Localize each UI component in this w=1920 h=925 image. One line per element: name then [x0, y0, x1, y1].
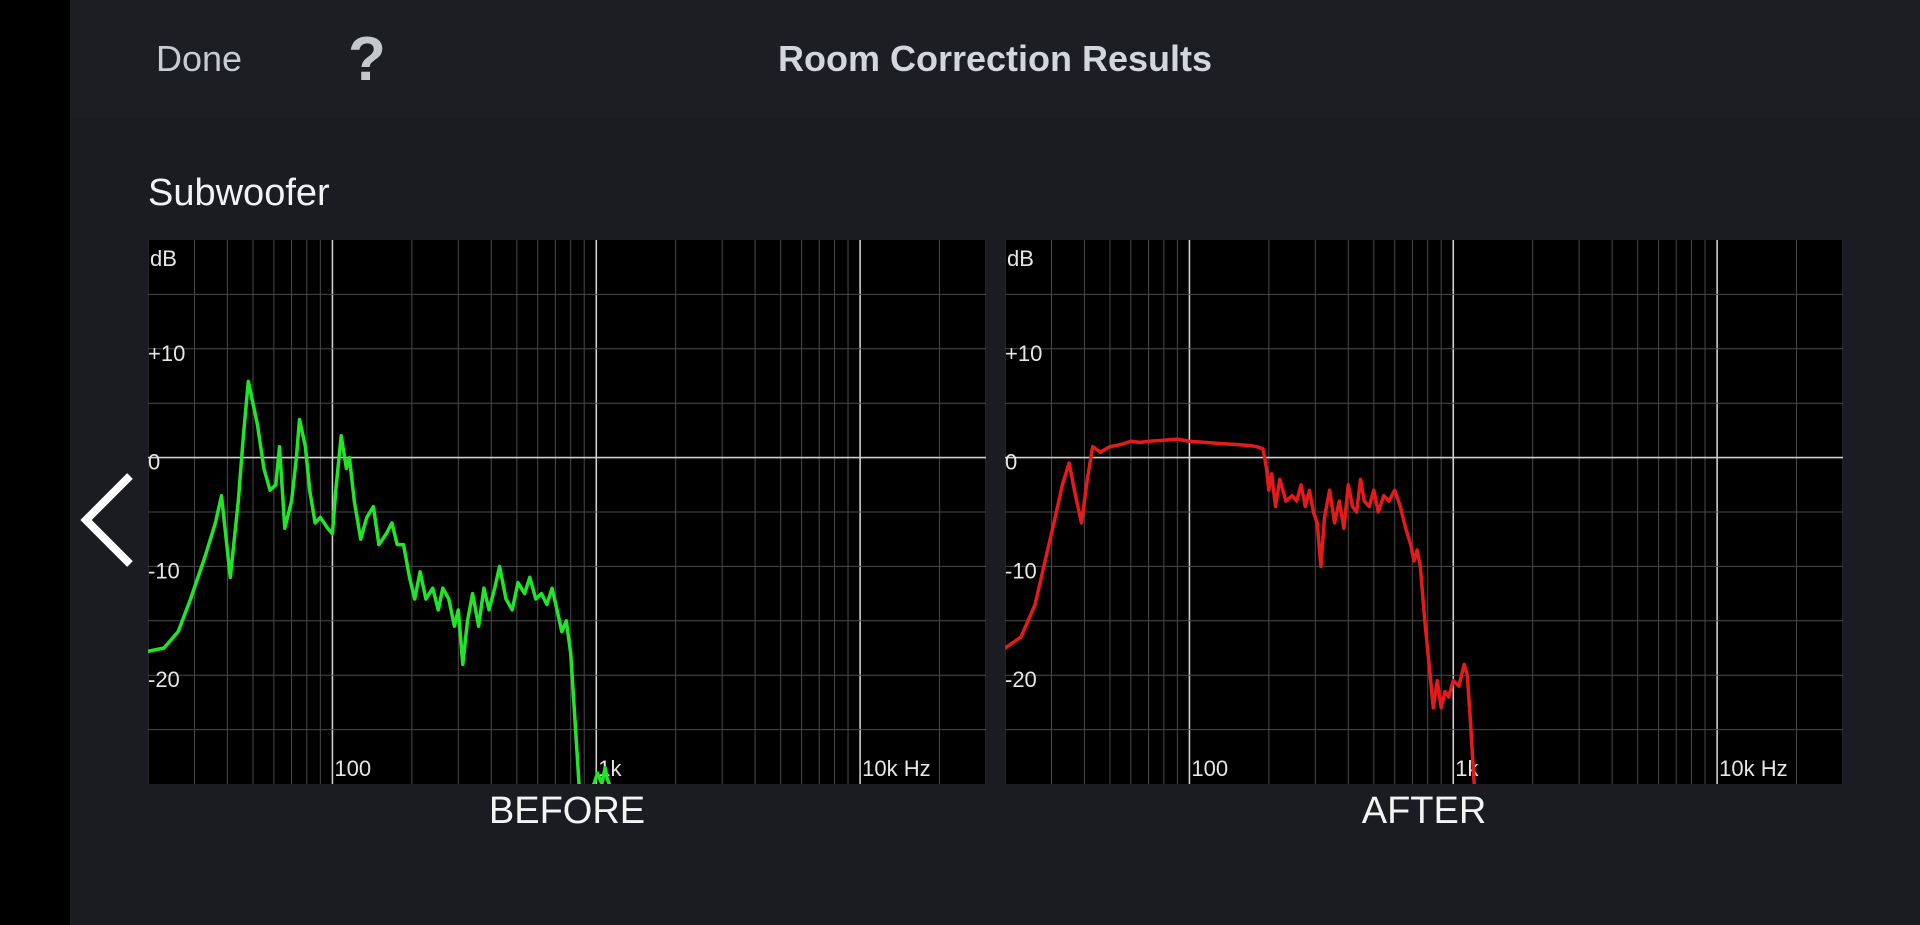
- x-tick-label: 1k: [1455, 756, 1479, 781]
- top-bar: Done ? Room Correction Results: [70, 0, 1920, 118]
- y-axis-label: dB: [1007, 246, 1034, 271]
- section-title: Subwoofer: [148, 172, 330, 214]
- y-tick-label: -20: [1005, 667, 1037, 692]
- y-tick-label: +10: [1005, 341, 1042, 366]
- y-tick-label: +10: [148, 341, 185, 366]
- app-window: Done ? Room Correction Results Subwoofer…: [70, 0, 1920, 925]
- after-chart: dB +10 0 -10 -20 100 1k 10k Hz: [1005, 240, 1843, 784]
- response-curve: [148, 379, 612, 784]
- x-tick-label: 100: [334, 756, 371, 781]
- y-axis-label: dB: [150, 246, 177, 271]
- y-tick-label: 0: [148, 450, 160, 475]
- page-title: Room Correction Results: [777, 38, 1213, 79]
- y-tick-label: -20: [148, 667, 180, 692]
- response-curve: [1005, 437, 1476, 784]
- y-tick-label: -10: [148, 558, 180, 583]
- chevron-left-icon[interactable]: [76, 470, 146, 570]
- help-button[interactable]: ?: [348, 25, 386, 94]
- y-tick-label: -10: [1005, 558, 1037, 583]
- after-caption: AFTER: [1361, 790, 1487, 832]
- x-tick-label: 10k Hz: [1719, 756, 1787, 781]
- y-tick-label: 0: [1005, 450, 1017, 475]
- done-button[interactable]: Done: [156, 38, 243, 79]
- x-tick-label: 10k Hz: [862, 756, 930, 781]
- before-caption: BEFORE: [488, 790, 646, 832]
- x-tick-label: 100: [1191, 756, 1228, 781]
